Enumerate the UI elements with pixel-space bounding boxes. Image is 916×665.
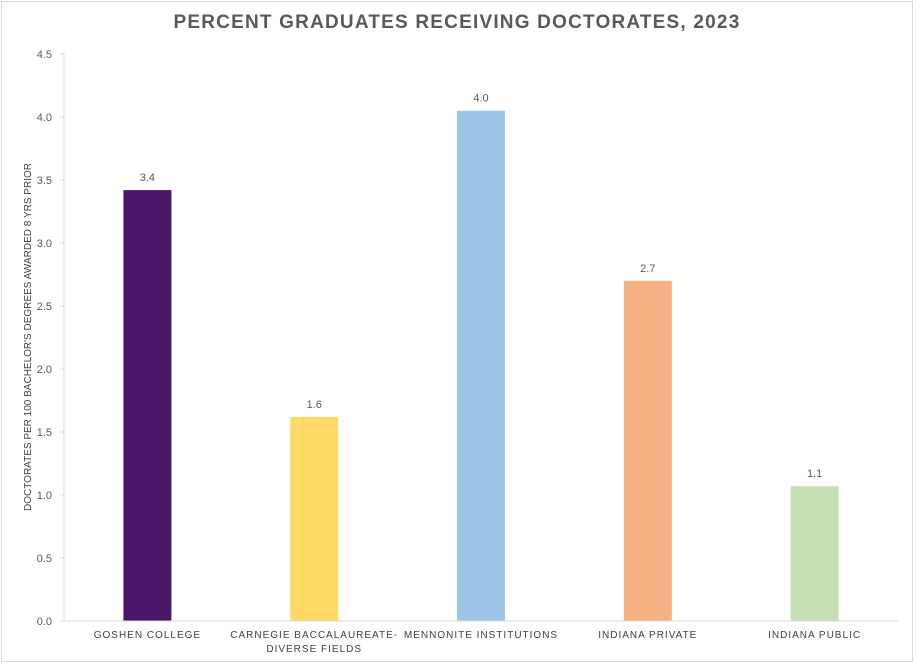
y-tick-label: 1.0	[37, 490, 52, 502]
x-category-label: INDIANA PRIVATE	[598, 630, 697, 641]
x-category-label: CARNEGIE BACCALAUREATE-	[230, 630, 398, 641]
x-category-label: MENNONITE INSTITUTIONS	[404, 630, 558, 641]
bar	[290, 416, 339, 621]
bar	[790, 486, 839, 621]
y-tick-label: 0.5	[37, 553, 52, 565]
x-category-label: INDIANA PUBLIC	[768, 630, 861, 641]
y-tick-label: 4.0	[37, 112, 52, 124]
bar	[623, 280, 672, 621]
y-axis: 0.0 0.5 1.0 1.5 2.0 2.5 3.0 3.5 4.0 4.5	[37, 49, 65, 628]
x-category-label: GOSHEN COLLEGE	[94, 630, 201, 641]
y-axis-label: DOCTORATES PER 100 BACHELOR'S DEGREES AW…	[23, 163, 34, 511]
data-label: 3.4	[140, 172, 155, 184]
x-category-label: DIVERSE FIELDS	[266, 644, 362, 655]
data-labels: 3.4 1.6 4.0 2.7 1.1	[140, 93, 822, 480]
y-tick-label: 4.5	[37, 49, 52, 61]
y-tick-label: 3.5	[37, 175, 52, 187]
data-label: 2.7	[640, 263, 655, 275]
y-tick-label: 1.5	[37, 427, 52, 439]
bar	[457, 110, 505, 621]
x-axis: GOSHEN COLLEGE CARNEGIE BACCALAUREATE- DIV…	[64, 620, 898, 655]
data-label: 4.0	[473, 93, 488, 105]
y-tick-label: 2.0	[37, 364, 52, 376]
y-tick-label: 0.0	[37, 616, 52, 628]
y-tick-label: 3.0	[37, 238, 52, 250]
data-label: 1.6	[307, 399, 322, 411]
bars	[123, 110, 839, 621]
bar	[123, 190, 172, 621]
chart-title: PERCENT GRADUATES RECEIVING DOCTORATES, …	[173, 12, 741, 33]
data-label: 1.1	[807, 468, 822, 480]
y-tick-label: 2.5	[37, 301, 52, 313]
